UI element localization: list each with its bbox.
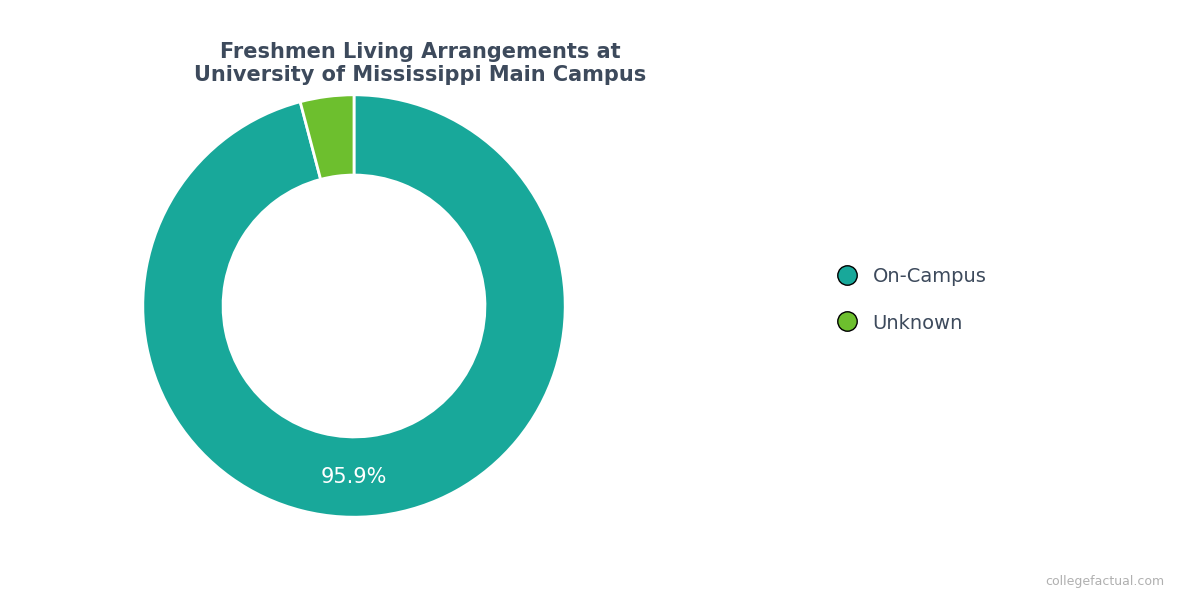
Legend: On-Campus, Unknown: On-Campus, Unknown [818, 248, 1006, 352]
Text: collegefactual.com: collegefactual.com [1045, 575, 1164, 588]
Text: Freshmen Living Arrangements at
University of Mississippi Main Campus: Freshmen Living Arrangements at Universi… [194, 42, 646, 85]
Wedge shape [300, 95, 354, 179]
Text: 95.9%: 95.9% [320, 467, 388, 487]
Wedge shape [143, 95, 565, 517]
